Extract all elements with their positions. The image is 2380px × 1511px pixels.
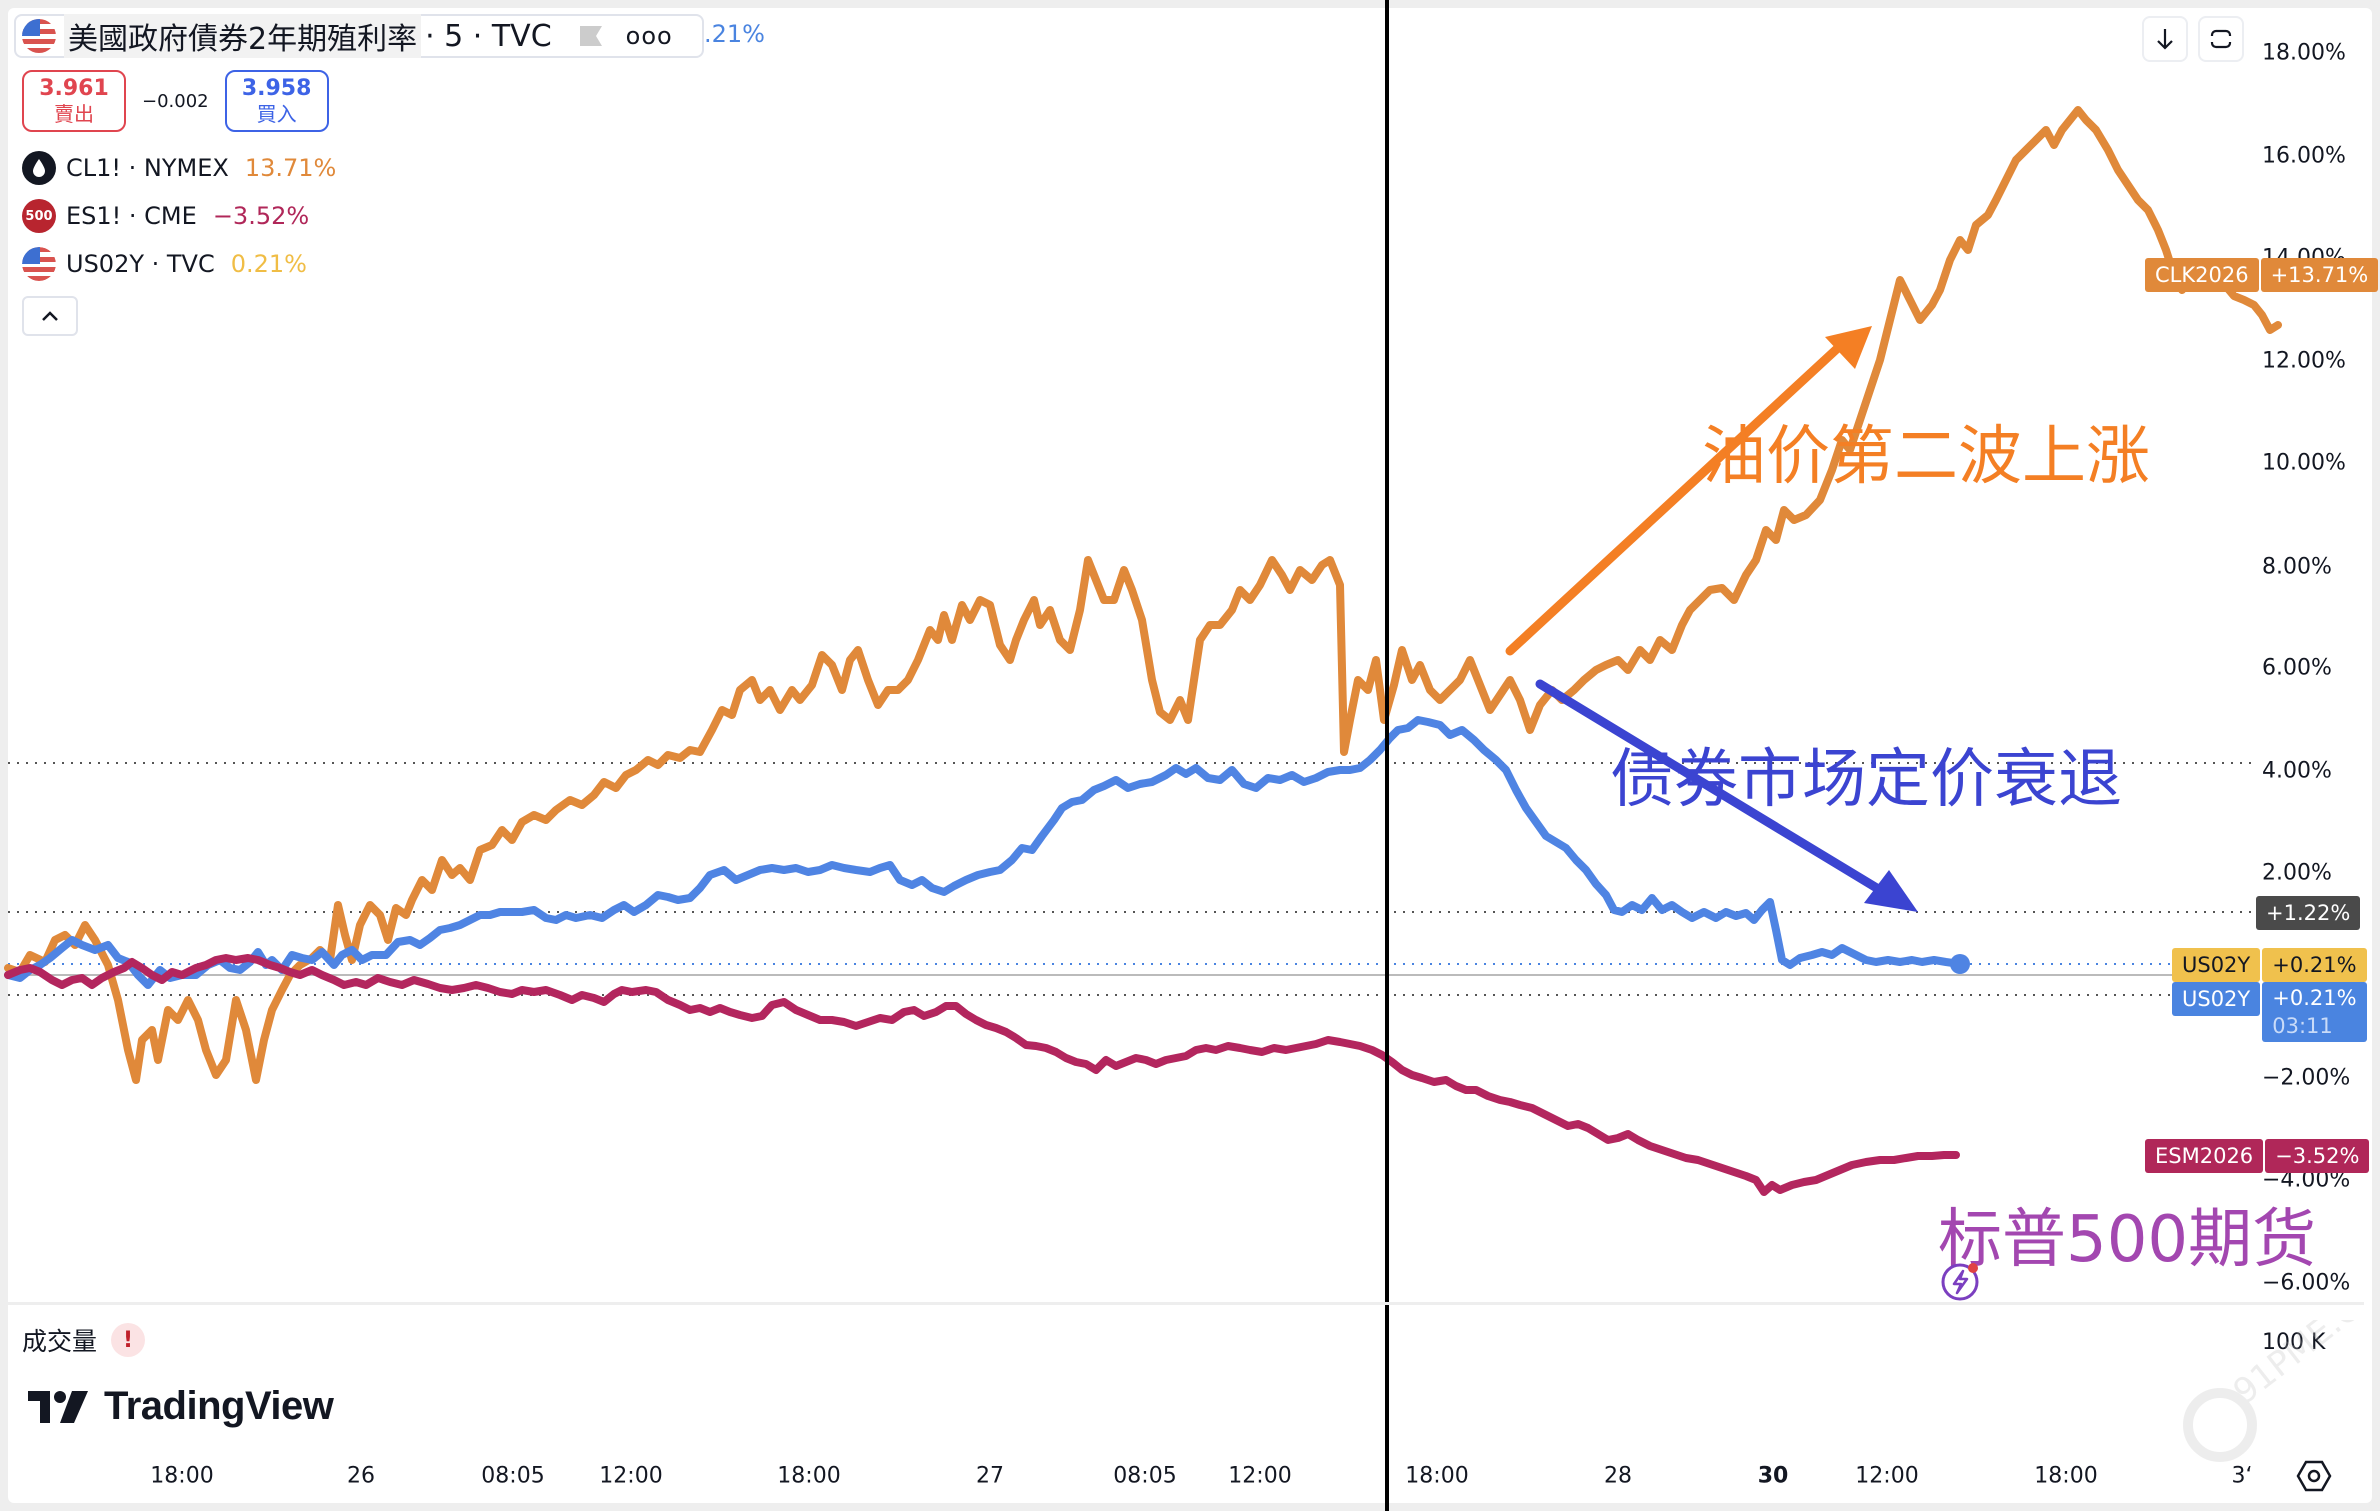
collapse-legend-button[interactable]: [22, 296, 78, 336]
us02y-main-price-tag: US02Y +0.21% 03:11: [2172, 982, 2367, 1042]
y-tick: 16.00%: [2262, 143, 2346, 169]
bar-countdown: 03:11: [2272, 1014, 2333, 1038]
legend-symbol: CL1! · NYMEX: [66, 154, 229, 182]
y-tick: 4.00%: [2262, 758, 2332, 784]
series-us02y: [4, 716, 1964, 989]
oil-annotation: 油价第二波上涨: [1702, 420, 2150, 494]
x-tick: 28: [1604, 1463, 1632, 1489]
x-tick: 18:00: [777, 1463, 841, 1489]
tag-value: +1.22%: [2256, 896, 2361, 930]
series-es1: [4, 954, 1960, 1196]
tag-symbol: CLK2026: [2145, 258, 2259, 292]
legend-pct: −3.52%: [212, 202, 310, 230]
clk-price-tag: CLK2026 +13.71%: [2145, 258, 2379, 292]
chevron-up-icon: [42, 311, 58, 321]
tag-value: −3.52%: [2265, 1139, 2370, 1173]
arrow-down-icon: [2157, 29, 2173, 50]
fullscreen-icon: [2209, 29, 2233, 49]
legend-item-us02y[interactable]: US02Y · TVC 0.21%: [22, 240, 704, 288]
y-tick: 2.00%: [2262, 860, 2332, 886]
download-button[interactable]: [2142, 16, 2188, 62]
title-change-pct: .21%: [704, 20, 765, 48]
tag-symbol: US02Y: [2172, 948, 2261, 982]
us-flag-icon: [22, 247, 56, 281]
us-flag-icon: [22, 19, 56, 53]
more-options-button[interactable]: ooo: [625, 22, 673, 50]
legend-symbol: US02Y · TVC: [66, 250, 215, 278]
x-tick: 27: [976, 1463, 1004, 1489]
sell-label: 賣出: [54, 102, 94, 126]
x-tick: 08:05: [481, 1463, 545, 1489]
us02y-price-tag: US02Y +0.21%: [2172, 948, 2367, 982]
tag-symbol: US02Y: [2172, 982, 2261, 1016]
sell-price: 3.961: [39, 76, 109, 101]
oil-arrow: [1505, 326, 1872, 656]
pane-separator[interactable]: [0, 1302, 2364, 1305]
quote-row: 3.961 賣出 −0.002 3.958 買入: [22, 70, 704, 132]
buy-button[interactable]: 3.958 買入: [224, 70, 329, 132]
y-tick: 6.00%: [2262, 655, 2332, 681]
flag-icon[interactable]: [578, 24, 604, 48]
tradingview-logo[interactable]: TradingView: [28, 1384, 334, 1429]
warning-icon[interactable]: !: [111, 1323, 146, 1357]
tag-value: +0.21%: [2272, 986, 2357, 1010]
legend-item-es1[interactable]: 500 ES1! · CME −3.52%: [22, 192, 704, 240]
buy-label: 買入: [256, 102, 297, 126]
y-tick: 10.00%: [2262, 450, 2346, 476]
x-tick: 26: [347, 1463, 375, 1489]
bond-annotation: 债券市场定价衰退: [1610, 743, 2122, 817]
settings-icon[interactable]: [2296, 1458, 2332, 1494]
fullscreen-button[interactable]: [2198, 16, 2244, 62]
crosshair-price-tag: +1.22%: [2256, 896, 2361, 930]
y-tick: 18.00%: [2262, 40, 2346, 66]
x-tick: 12:00: [1855, 1463, 1919, 1489]
volume-label: 成交量: [22, 1327, 98, 1356]
y-tick: −2.00%: [2262, 1065, 2351, 1091]
y-tick: 8.00%: [2262, 554, 2332, 580]
bond-arrow: [1535, 679, 1918, 912]
spx-annotation: 标普500期货: [1938, 1203, 2317, 1277]
logo-text: TradingView: [104, 1384, 334, 1428]
tag-symbol: ESM2026: [2145, 1139, 2264, 1173]
x-tick: 18:00: [1405, 1463, 1469, 1489]
x-tick: 12:00: [1228, 1463, 1292, 1489]
x-tick: 12:00: [599, 1463, 663, 1489]
chart-frame: [8, 8, 2372, 1503]
tag-value: +13.71%: [2260, 258, 2379, 292]
watermark-logo: 91PME.COM: [2183, 1320, 2370, 1462]
tradingview-logo-icon: [28, 1390, 88, 1423]
x-tick: 3‘: [2231, 1463, 2253, 1489]
volume-axis-label: 100 K: [2262, 1330, 2326, 1355]
legend-pct: 0.21%: [230, 250, 307, 278]
interval-exchange: · 5 · TVC: [425, 18, 552, 54]
chart-legend: 美國政府債券2年期殖利率 · 5 · TVC ooo .21% 3.961 賣出…: [14, 14, 765, 336]
sp500-icon: 500: [22, 199, 56, 233]
spread-value: −0.002: [142, 90, 209, 112]
x-tick: 18:00: [150, 1463, 214, 1489]
buy-price: 3.958: [241, 76, 312, 101]
oil-drop-icon: [22, 151, 56, 185]
x-tick: 30: [1757, 1463, 1789, 1489]
us02y-last-point: [1950, 954, 1970, 974]
legend-symbol: ES1! · CME: [66, 202, 197, 230]
x-tick: 08:05: [1113, 1463, 1177, 1489]
symbol-title[interactable]: 美國政府債券2年期殖利率: [64, 14, 422, 58]
y-tick: −6.00%: [2262, 1270, 2351, 1296]
tag-value: +0.21%: [2262, 948, 2367, 982]
esm-price-tag: ESM2026 −3.52%: [2145, 1139, 2370, 1173]
legend-pct: 13.71%: [244, 154, 337, 182]
volume-indicator[interactable]: 成交量 !: [22, 1322, 146, 1358]
sell-button[interactable]: 3.961 賣出: [22, 70, 126, 132]
x-tick: 18:00: [2034, 1463, 2098, 1489]
y-tick: 12.00%: [2262, 348, 2346, 374]
lightning-icon[interactable]: [1940, 1258, 1984, 1302]
legend-item-cl1[interactable]: CL1! · NYMEX 13.71%: [22, 144, 704, 192]
symbol-title-bar[interactable]: 美國政府債券2年期殖利率 · 5 · TVC ooo: [14, 14, 704, 58]
series-cl1: [4, 106, 2282, 1084]
svg-text:91PME.COM: 91PME.COM: [2226, 1320, 2370, 1412]
